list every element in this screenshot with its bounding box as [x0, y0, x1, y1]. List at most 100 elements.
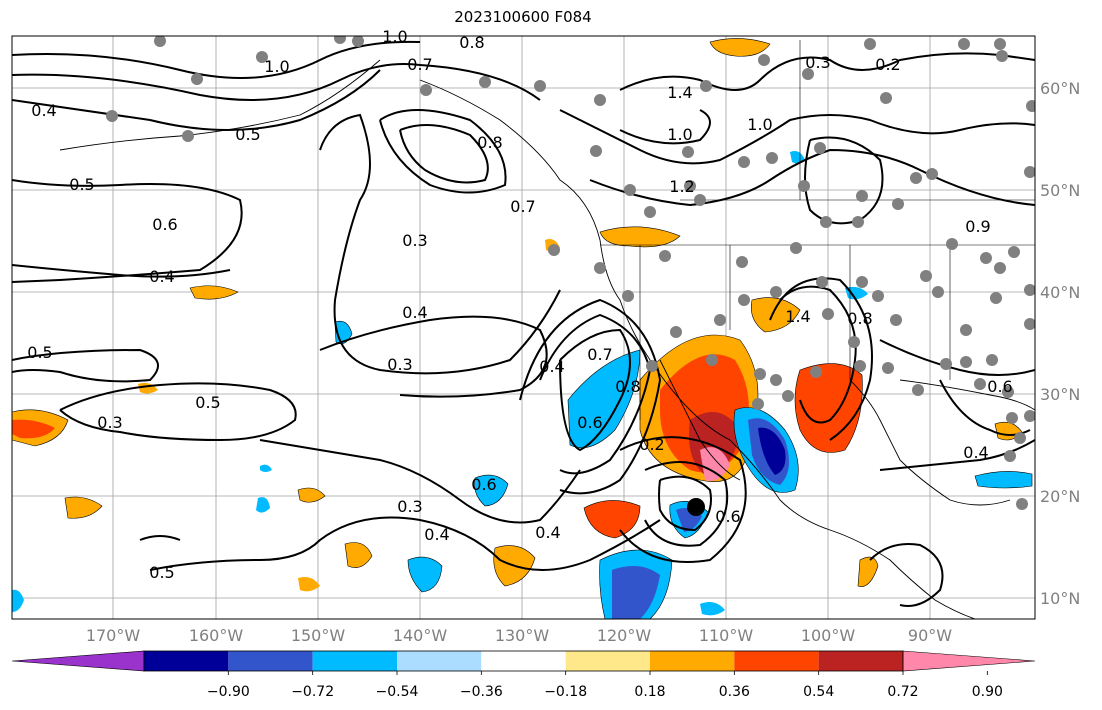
- station-dot: [816, 276, 828, 288]
- station-dot: [352, 36, 364, 47]
- station-dot: [754, 368, 766, 380]
- station-dot: [994, 262, 1006, 274]
- station-dot: [594, 94, 606, 106]
- contour-value-label: 0.5: [235, 125, 260, 144]
- station-dot: [758, 54, 770, 66]
- negative-anomaly-region: [974, 471, 1033, 489]
- station-dot: [890, 314, 902, 326]
- station-dot: [994, 38, 1006, 50]
- station-dot: [534, 80, 546, 92]
- storm-center-marker: [687, 498, 705, 516]
- positive-anomaly-region: [189, 285, 239, 300]
- station-dot: [154, 36, 166, 47]
- positive-anomaly-region: [709, 38, 771, 57]
- colorbar-tick-label: −0.90: [207, 684, 250, 700]
- station-dot: [670, 326, 682, 338]
- station-dot: [420, 84, 432, 96]
- contour-value-label: 0.3: [397, 497, 422, 516]
- contour-value-label: 0.8: [615, 377, 640, 396]
- positive-anomaly-region: [344, 542, 373, 568]
- colorbar-extend-high: [902, 650, 1036, 672]
- station-dot: [960, 324, 972, 336]
- colorbar-segment: [397, 651, 482, 671]
- colorbar-extend-low: [11, 650, 145, 672]
- station-dot: [644, 206, 656, 218]
- negative-anomaly-region: [790, 151, 805, 164]
- station-dot: [946, 238, 958, 250]
- strong-positive-anomaly: [583, 500, 641, 539]
- station-dot: [700, 80, 712, 92]
- contour-value-label: 0.3: [387, 355, 412, 374]
- station-dot: [548, 244, 560, 256]
- strong-negative-anomaly: [612, 566, 660, 619]
- station-dot: [1014, 432, 1026, 444]
- colorbar-segment: [565, 651, 650, 671]
- station-dot: [872, 290, 884, 302]
- longitude-tick-label: 150°W: [291, 626, 346, 645]
- station-dot: [848, 336, 860, 348]
- latitude-tick-label: 10°N: [1040, 589, 1080, 608]
- station-dot: [974, 378, 986, 390]
- contour-value-label: 1.2: [669, 177, 694, 196]
- station-dot: [622, 290, 634, 302]
- station-dot: [624, 184, 636, 196]
- positive-anomaly-region: [599, 226, 681, 248]
- colorbar-segment: [481, 651, 566, 671]
- station-dot: [1002, 386, 1014, 398]
- negative-anomaly-region: [256, 497, 270, 513]
- station-dot: [191, 73, 203, 85]
- negative-anomaly-region: [845, 286, 868, 300]
- station-dot: [1024, 284, 1035, 296]
- positive-anomaly-region: [297, 487, 326, 503]
- contour-value-label: 0.5: [149, 563, 174, 582]
- latitude-tick-label: 20°N: [1040, 487, 1080, 506]
- contour-value-label: 0.4: [424, 525, 449, 544]
- contour-value-label: 0.8: [459, 33, 484, 52]
- latitude-tick-label: 40°N: [1040, 283, 1080, 302]
- contour-value-label: 0.3: [402, 231, 427, 250]
- negative-anomaly-region: [12, 589, 24, 612]
- contour-value-label: 1.4: [667, 83, 692, 102]
- station-dot: [1024, 166, 1035, 178]
- latitude-tick-label: 50°N: [1040, 181, 1080, 200]
- colorbar-tick-label: −0.18: [544, 684, 587, 700]
- longitude-tick-label: 100°W: [801, 626, 856, 645]
- contour-labels: 1.0 0.80.71.00.40.50.50.60.40.30.40.50.30…: [27, 27, 1012, 582]
- contour-value-label: 0.5: [69, 175, 94, 194]
- colorbar: −0.90 −0.72 −0.54 −0.36 −0.18 0.18 0.36 0.54 0.7…: [11, 650, 1036, 700]
- station-dot: [590, 145, 602, 157]
- station-dot: [766, 152, 778, 164]
- positive-anomaly-region: [12, 419, 55, 439]
- station-dot: [980, 252, 992, 264]
- station-dot: [738, 294, 750, 306]
- colorbar-tick-label: −0.72: [291, 684, 334, 700]
- contour-value-label: 1.0: [747, 115, 772, 134]
- peak-positive-anomaly: [700, 447, 730, 481]
- station-dot: [594, 262, 606, 274]
- station-dot: [920, 270, 932, 282]
- contour-value-label: 0.6: [715, 507, 740, 526]
- station-dot: [822, 308, 834, 320]
- longitude-tick-label: 120°W: [597, 626, 652, 645]
- longitude-labels: 170°W 160°W 150°W 140°W 130°W 120°W 110°W 100°W…: [86, 626, 952, 645]
- positive-anomaly-region: [857, 556, 879, 587]
- colorbar-segment: [734, 651, 819, 671]
- contour-value-label: 1.0: [264, 57, 289, 76]
- station-dot: [182, 130, 194, 142]
- observation-stations: [106, 36, 1035, 510]
- longitude-tick-label: 160°W: [189, 626, 244, 645]
- contour-lines: [12, 40, 1035, 607]
- contour-value-label: 0.7: [407, 55, 432, 74]
- station-dot: [770, 286, 782, 298]
- station-dot: [706, 354, 718, 366]
- station-dot: [882, 362, 894, 374]
- contour-value-label: 0.2: [639, 435, 664, 454]
- coastlines: [59, 40, 1035, 619]
- station-dot: [738, 156, 750, 168]
- contour-value-label: 0.2: [875, 55, 900, 74]
- station-dot: [1004, 450, 1016, 462]
- station-dot: [646, 360, 658, 372]
- station-dot: [1026, 100, 1035, 112]
- contour-value-label: 0.4: [149, 267, 174, 286]
- map-frame: [11, 35, 1036, 620]
